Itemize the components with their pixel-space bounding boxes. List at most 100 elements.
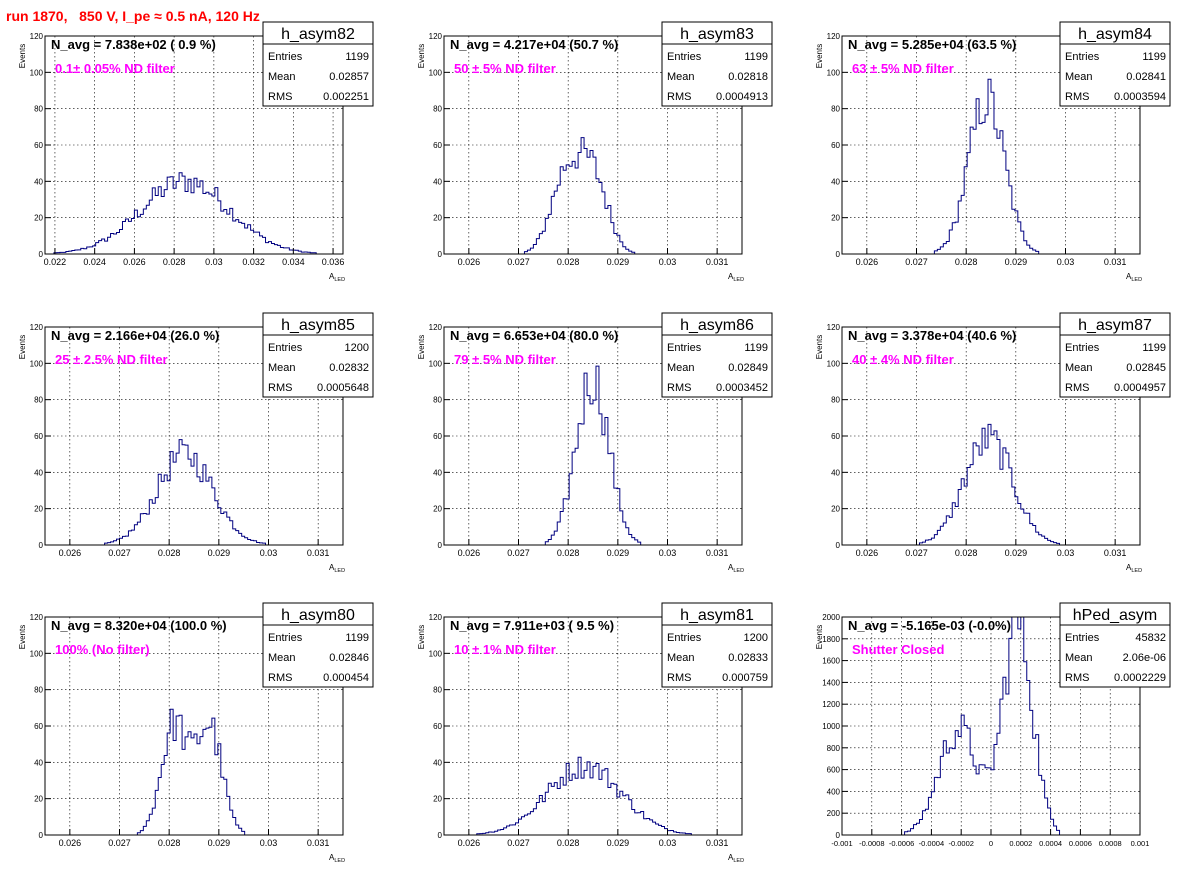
histogram-line [444, 756, 742, 836]
stats-key: RMS [667, 91, 691, 103]
x-tick-label: 0.027 [507, 838, 530, 848]
x-tick-label: -0.001 [831, 839, 852, 848]
y-tick-label: 80 [433, 686, 442, 695]
y-tick-label: 400 [827, 787, 841, 796]
stats-key: Mean [667, 362, 695, 374]
x-axis-label: ALED [329, 272, 345, 283]
stats-value: 0.000759 [722, 672, 768, 684]
y-tick-label: 80 [433, 396, 442, 405]
x-tick-label: 0.027 [905, 548, 928, 558]
panel-h_asym86: 0.026 0.027 0.028 0.029 0.03 0.031 0 20 40 60 80 10… [417, 312, 773, 574]
y-tick-label: 1200 [822, 700, 840, 709]
histogram-name: h_asym85 [281, 317, 355, 334]
stats-key: RMS [1065, 382, 1089, 394]
stats-value: 0.02832 [329, 362, 369, 374]
x-tick-label: 0.029 [208, 548, 231, 558]
stats-value: 0.02849 [728, 362, 768, 374]
stats-value: 1200 [744, 632, 768, 644]
y-axis-label: Events [417, 335, 426, 359]
stats-value: 0.02818 [728, 71, 768, 83]
y-tick-label: 20 [433, 795, 442, 804]
y-axis-label: Events [815, 44, 824, 68]
stats-key: Mean [667, 652, 695, 664]
stats-key: Entries [268, 342, 303, 354]
y-axis-label: Events [417, 625, 426, 649]
y-tick-label: 1000 [822, 722, 840, 731]
y-tick-label: 60 [34, 141, 43, 150]
x-tick-label: 0.028 [557, 838, 580, 848]
histogram-line [45, 439, 343, 546]
histogram-name: h_asym82 [281, 26, 355, 43]
histogram-line [444, 137, 742, 255]
panel-hPed_asym: -0.001 -0.0008 -0.0006 -0.0004 -0.0002 0 0.000… [815, 602, 1171, 848]
y-tick-label: 1800 [822, 635, 840, 644]
stats-key: Mean [268, 652, 296, 664]
y-tick-label: 20 [34, 795, 43, 804]
x-tick-label: 0.036 [322, 257, 345, 267]
x-axis-label: ALED [329, 563, 345, 574]
stats-key: Mean [1065, 362, 1093, 374]
y-axis-label: Events [18, 335, 27, 359]
stats-key: RMS [1065, 91, 1089, 103]
y-tick-label: 20 [831, 505, 840, 514]
x-axis-label: ALED [728, 272, 744, 283]
y-tick-label: 60 [831, 141, 840, 150]
y-tick-label: 100 [429, 68, 443, 77]
y-tick-label: 20 [433, 505, 442, 514]
navg-label: N_avg = -5.165e-03 (-0.0%) [848, 618, 1011, 633]
x-tick-label: 0.029 [607, 257, 630, 267]
y-tick-label: 20 [34, 214, 43, 223]
stats-key: RMS [1065, 672, 1089, 684]
stats-value: 0.02833 [728, 652, 768, 664]
x-tick-label: 0.026 [856, 257, 879, 267]
stats-key: Mean [1065, 71, 1093, 83]
navg-label: N_avg = 7.838e+02 ( 0.9 %) [51, 37, 216, 52]
x-tick-label: 0.026 [458, 257, 481, 267]
y-tick-label: 0 [836, 831, 841, 840]
stats-key: RMS [667, 382, 691, 394]
x-tick-label: 0.03 [659, 257, 677, 267]
stats-key: Mean [667, 71, 695, 83]
x-tick-label: 0.029 [1005, 257, 1028, 267]
x-tick-label: 0.0008 [1099, 839, 1122, 848]
x-tick-label: 0 [989, 839, 993, 848]
stats-value: 1199 [744, 51, 768, 63]
y-tick-label: 120 [30, 613, 44, 622]
y-tick-label: 120 [429, 323, 443, 332]
stats-value: 45832 [1135, 632, 1166, 644]
navg-label: N_avg = 7.911e+03 ( 9.5 %) [450, 618, 614, 633]
stats-value: 0.02857 [329, 71, 369, 83]
x-tick-label: 0.0002 [1009, 839, 1032, 848]
x-tick-label: 0.031 [706, 838, 729, 848]
stats-key: Entries [667, 342, 702, 354]
stats-value: 0.0004913 [716, 91, 768, 103]
y-tick-label: 0 [438, 541, 443, 550]
x-tick-label: 0.03 [1057, 257, 1075, 267]
y-tick-label: 100 [30, 649, 44, 658]
y-tick-label: 120 [429, 613, 443, 622]
stats-value: 1199 [744, 342, 768, 354]
stats-key: Mean [268, 362, 296, 374]
filter-note: Shutter Closed [852, 642, 945, 657]
navg-label: N_avg = 5.285e+04 (63.5 %) [848, 37, 1016, 52]
y-tick-label: 120 [30, 323, 44, 332]
x-axis-label: ALED [1126, 272, 1142, 283]
x-tick-label: 0.028 [163, 257, 186, 267]
stats-box: h_asym80 Entries 1199 Mean 0.02846 RMS 0.00045… [262, 602, 374, 688]
x-axis-label: ALED [728, 853, 744, 864]
stats-value: 2.06e-06 [1123, 652, 1166, 664]
y-tick-label: 80 [831, 105, 840, 114]
x-tick-label: 0.027 [108, 548, 131, 558]
y-tick-label: 80 [34, 105, 43, 114]
stats-value: 0.002251 [323, 91, 369, 103]
y-tick-label: 100 [429, 359, 443, 368]
stats-key: RMS [268, 382, 292, 394]
y-tick-label: 0 [836, 250, 841, 259]
y-tick-label: 100 [30, 68, 44, 77]
histogram-name: hPed_asym [1073, 607, 1158, 624]
navg-label: N_avg = 8.320e+04 (100.0 %) [51, 618, 227, 633]
stats-key: RMS [667, 672, 691, 684]
y-tick-label: 200 [827, 809, 841, 818]
x-tick-label: 0.031 [1104, 548, 1127, 558]
x-tick-label: -0.0008 [859, 839, 884, 848]
